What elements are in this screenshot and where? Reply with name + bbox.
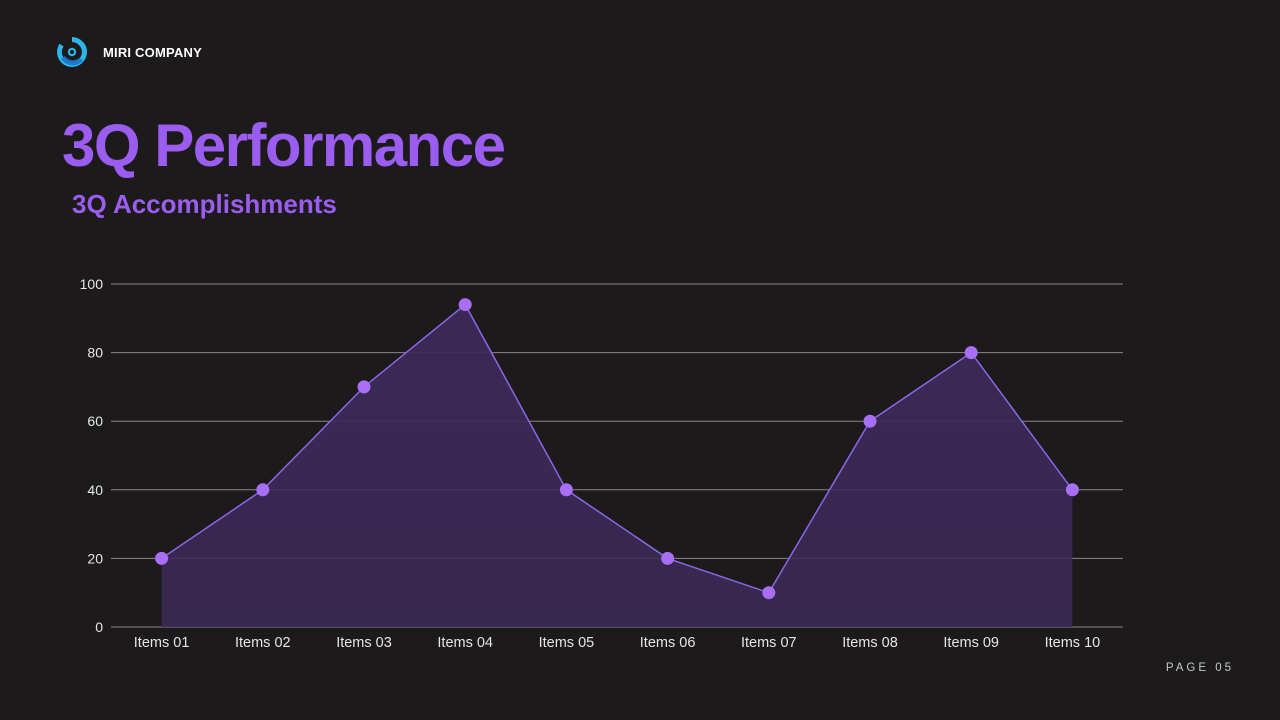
- x-tick-label: Items 07: [741, 635, 797, 651]
- page-title: 3Q Performance: [62, 112, 506, 179]
- page-subtitle: 3Q Accomplishments: [72, 189, 337, 219]
- data-point-05: [559, 483, 573, 497]
- x-tick-label: Items 03: [336, 635, 392, 651]
- x-tick-label: Items 01: [134, 635, 190, 651]
- x-tick-label: Items 04: [437, 635, 493, 651]
- brand: MIRI COMPANY: [55, 35, 202, 69]
- company-name: MIRI COMPANY: [103, 44, 202, 60]
- series-line-layer: [161, 303, 1074, 594]
- page-number: PAGE 05: [1165, 662, 1234, 674]
- x-tick-label: Items 02: [235, 635, 291, 651]
- data-point-04: [458, 298, 472, 312]
- gridlines: [111, 283, 1123, 628]
- data-point-03: [357, 380, 371, 394]
- data-point-09: [964, 346, 978, 360]
- series-line: [161, 303, 1074, 594]
- data-point-06: [661, 551, 675, 565]
- swirl-logo-icon: [56, 37, 87, 67]
- data-point-01: [155, 551, 169, 565]
- y-tick-label: 20: [87, 550, 103, 566]
- data-point-08: [863, 414, 877, 428]
- y-tick-label: 40: [87, 482, 103, 498]
- y-tick-label: 60: [87, 413, 103, 429]
- x-tick-label: Items 10: [1045, 635, 1101, 651]
- x-axis-ticks: Items 01 Items 02 Items 03 Items 04 Items 05…: [134, 635, 1100, 651]
- x-tick-label: Items 05: [539, 635, 595, 651]
- data-points: [155, 298, 1079, 600]
- data-point-10: [1065, 483, 1079, 497]
- y-tick-label: 80: [87, 345, 103, 361]
- data-point-07: [762, 586, 776, 600]
- y-tick-label: 0: [95, 619, 103, 635]
- series-area-fill: [161, 304, 1073, 627]
- x-tick-label: Items 06: [640, 635, 696, 651]
- area-fill-layer: [161, 304, 1073, 627]
- data-point-02: [256, 483, 270, 497]
- x-tick-label: Items 09: [943, 635, 999, 651]
- y-tick-label: 100: [80, 276, 104, 292]
- y-axis-ticks: 0 20 40 60 80 100: [80, 276, 104, 635]
- x-tick-label: Items 08: [842, 635, 898, 651]
